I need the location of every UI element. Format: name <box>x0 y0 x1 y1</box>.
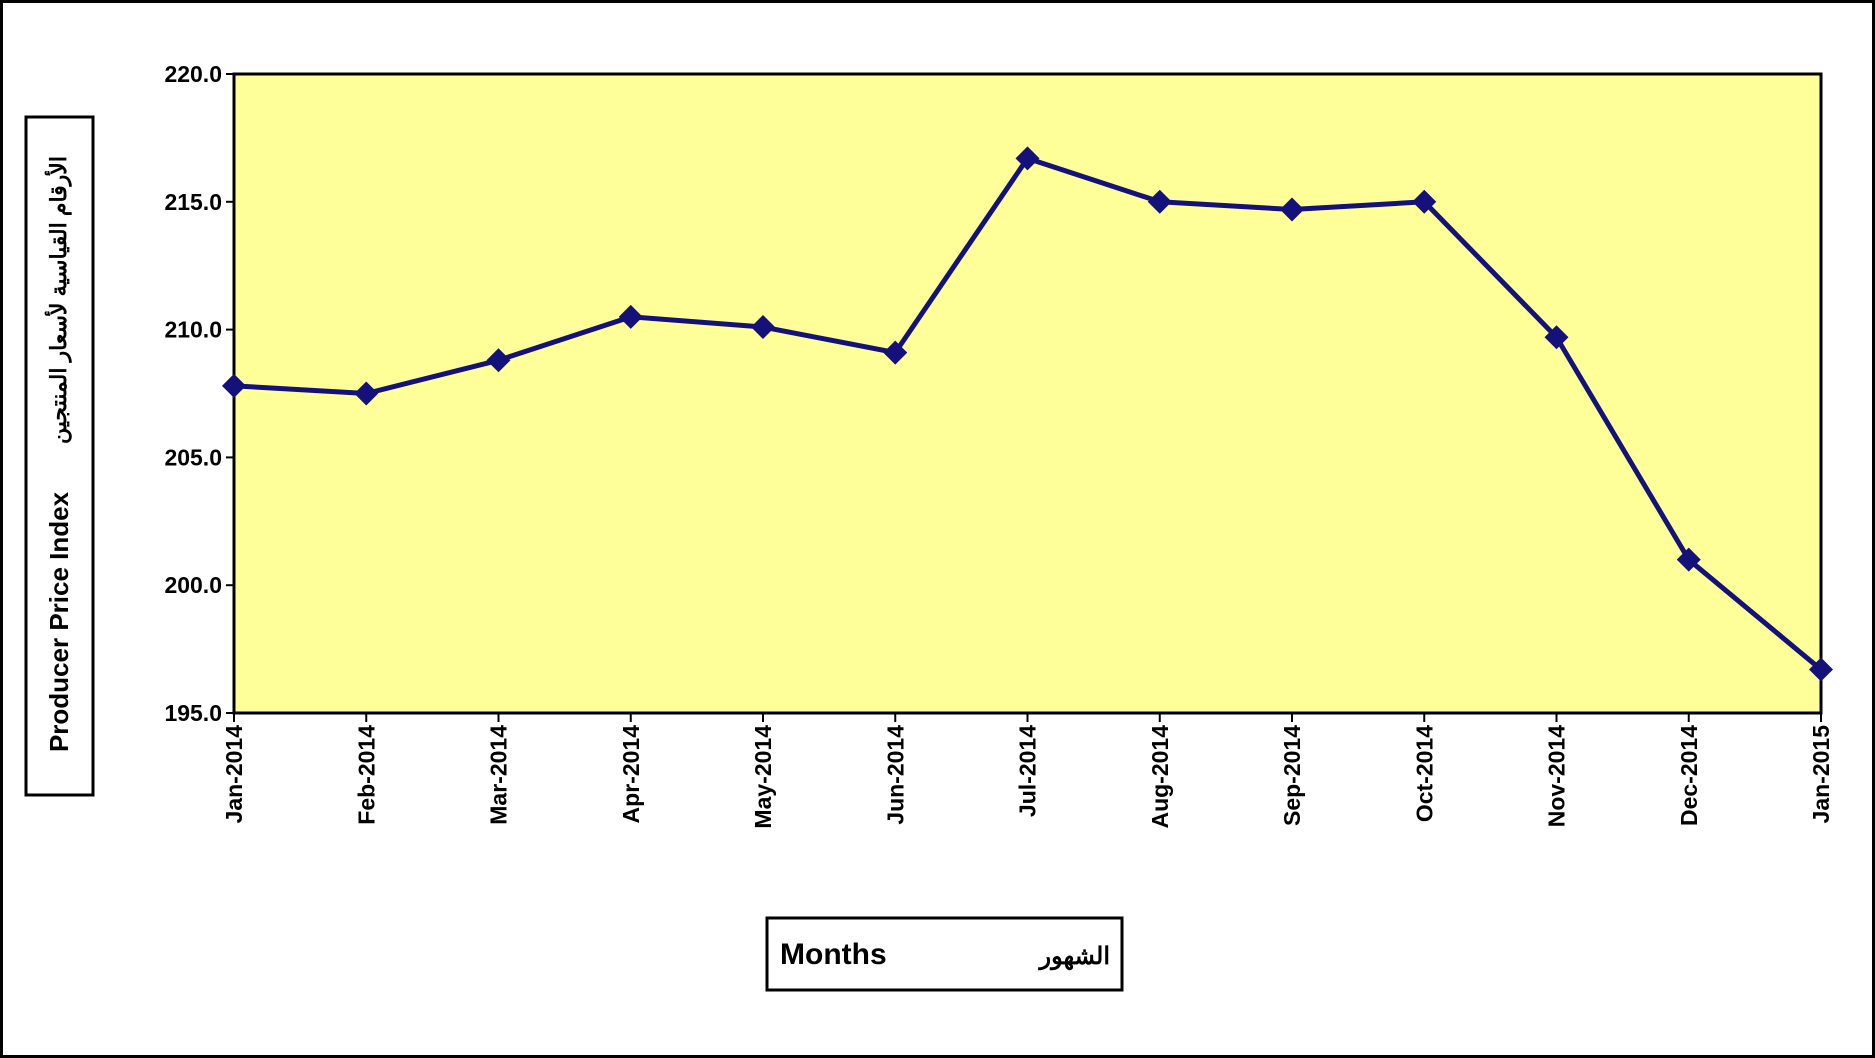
y-tick-label: 195.0 <box>164 700 222 726</box>
marker <box>1544 325 1569 350</box>
x-tick-label: Jul-2014 <box>1015 725 1041 817</box>
plot-area <box>232 72 1823 715</box>
x-tick-label: Apr-2014 <box>618 725 644 824</box>
marker <box>1809 657 1833 682</box>
x-tick-label: Dec-2014 <box>1676 725 1702 826</box>
y-tick-label: 210.0 <box>164 317 222 343</box>
x-tick-label: Aug-2014 <box>1147 725 1173 829</box>
y-label-box <box>24 115 95 797</box>
marker <box>222 373 246 398</box>
marker <box>1412 189 1437 214</box>
marker <box>1015 146 1040 171</box>
marker <box>1280 197 1304 222</box>
x-tick-label: Jan-2014 <box>221 725 247 824</box>
marker <box>883 340 908 365</box>
x-tick-label: Sep-2014 <box>1279 725 1305 826</box>
y-tick-label: 215.0 <box>164 189 222 215</box>
x-tick-label: May-2014 <box>750 725 776 829</box>
y-tick-label: 220.0 <box>164 61 222 87</box>
marker <box>1147 189 1172 214</box>
x-tick-label: Jun-2014 <box>882 725 908 825</box>
y-axis-label: Producer Price Index <box>44 491 74 752</box>
marker <box>751 315 775 340</box>
y-axis-label-ar: الأرقام القياسية لأسعار المنتجين <box>44 156 72 444</box>
y-tick-label: 205.0 <box>164 444 222 470</box>
marker <box>618 304 643 329</box>
marker <box>486 348 511 373</box>
x-axis-label-ar: الشهور <box>1038 943 1110 971</box>
y-tick-label: 200.0 <box>164 572 222 598</box>
x-tick-label: Jan-2015 <box>1808 725 1834 824</box>
x-tick-label: Nov-2014 <box>1544 725 1570 827</box>
x-tick-label: Oct-2014 <box>1411 725 1437 822</box>
x-tick-label: Feb-2014 <box>353 725 379 825</box>
marker <box>1676 547 1701 572</box>
x-label-box <box>765 916 1124 992</box>
x-tick-label: Mar-2014 <box>486 725 512 825</box>
marker <box>354 381 379 406</box>
x-axis-label: Months <box>780 938 887 971</box>
